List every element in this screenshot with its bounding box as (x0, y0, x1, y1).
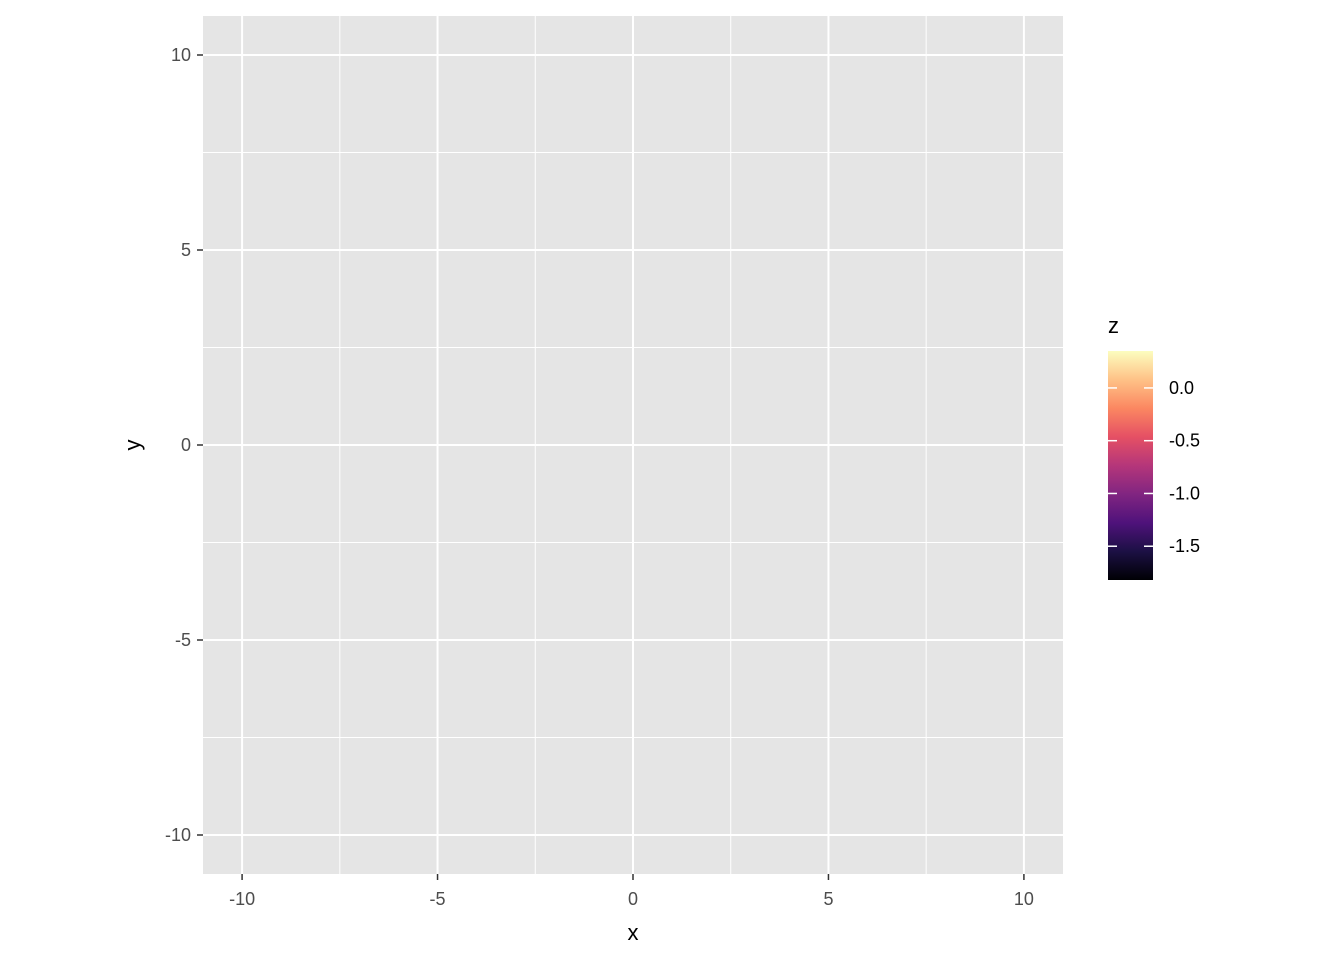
colorbar (1108, 351, 1153, 580)
x-axis-title: x (628, 920, 639, 945)
y-tick-label: -10 (165, 825, 191, 845)
y-tick-label: 5 (181, 240, 191, 260)
y-tick-label: 10 (171, 45, 191, 65)
y-axis-title: y (120, 440, 145, 451)
x-tick-label: 0 (628, 889, 638, 909)
x-tick-label: -5 (430, 889, 446, 909)
x-tick-label: -10 (229, 889, 255, 909)
colorbar-legend: z 0.0 -0.5 -1.0 -1.5 (1108, 313, 1200, 580)
major-gridlines (203, 16, 1063, 874)
colorbar-title: z (1108, 313, 1119, 338)
colorbar-tick-label: -0.5 (1169, 431, 1200, 451)
colorbar-tick-label: 0.0 (1169, 378, 1194, 398)
x-axis-ticks: -10 -5 0 5 10 (229, 874, 1034, 909)
colorbar-ticks: 0.0 -0.5 -1.0 -1.5 (1108, 378, 1200, 556)
x-tick-label: 10 (1014, 889, 1034, 909)
colorbar-tick-label: -1.0 (1169, 483, 1200, 503)
y-axis-ticks: -10 -5 0 5 10 (165, 45, 203, 845)
y-tick-label: -5 (175, 630, 191, 650)
colorbar-tick-label: -1.5 (1169, 536, 1200, 556)
x-tick-label: 5 (823, 889, 833, 909)
y-tick-label: 0 (181, 435, 191, 455)
